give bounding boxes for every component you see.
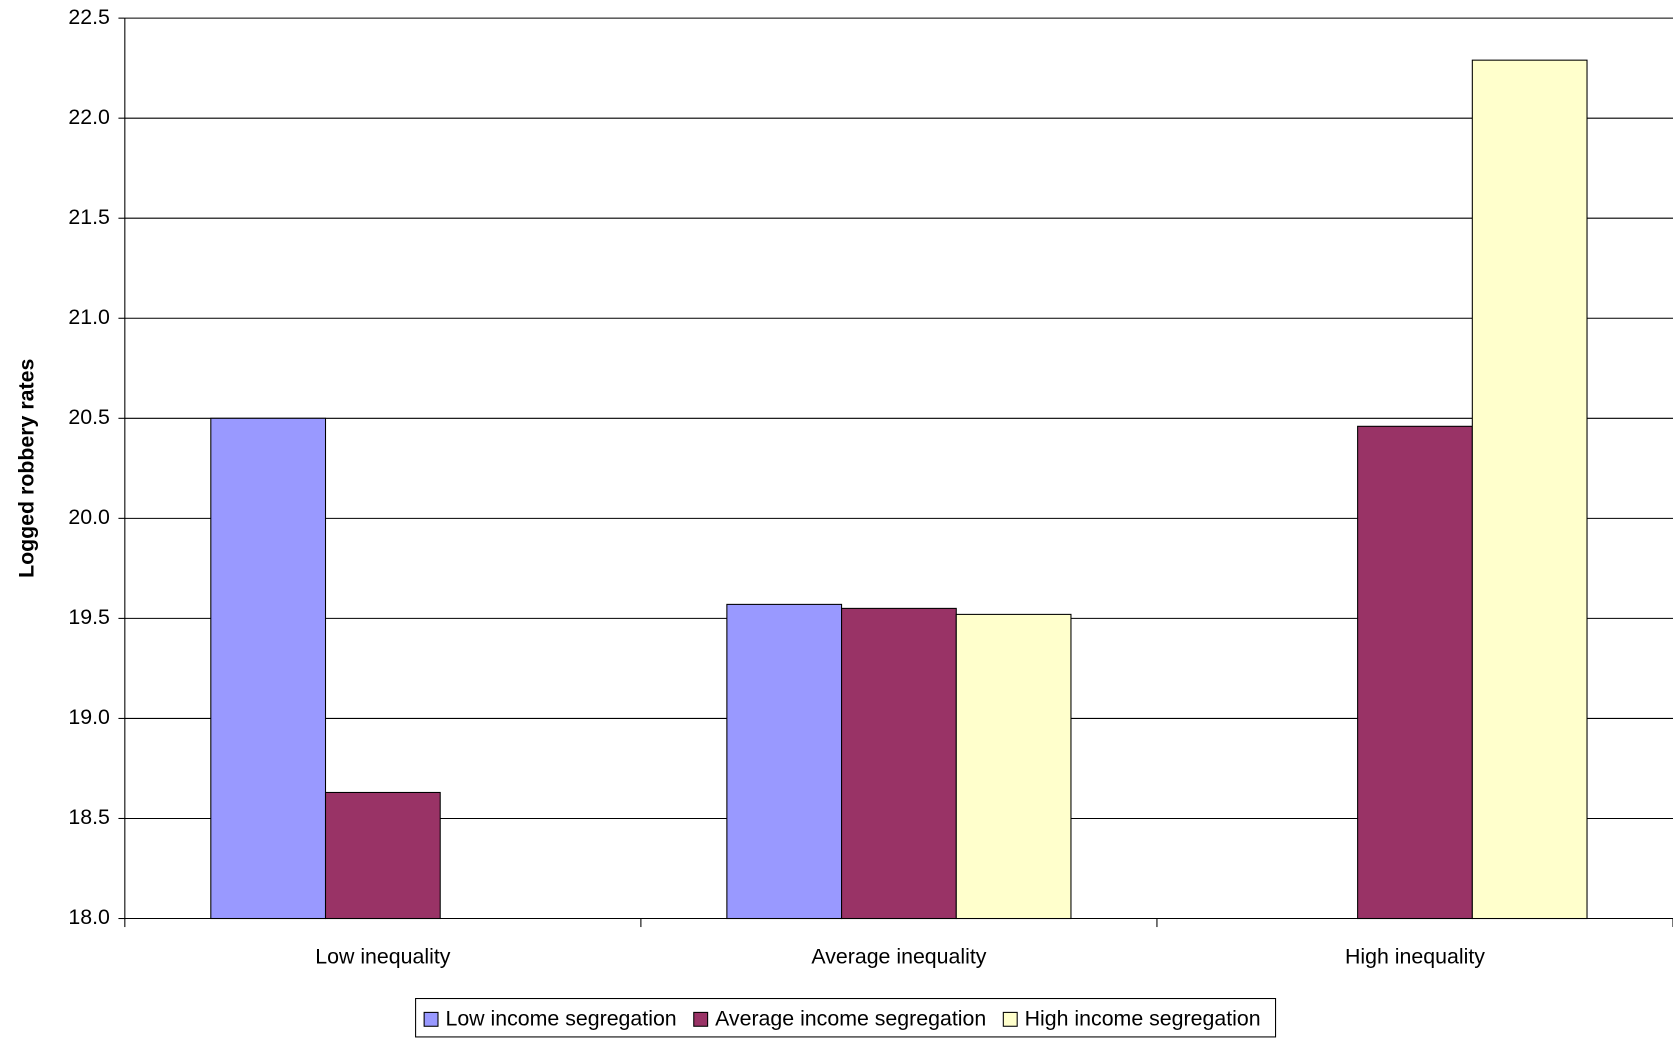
y-tick-label: 22.5 — [68, 5, 110, 29]
bar — [726, 603, 843, 920]
legend-swatch — [423, 1011, 439, 1027]
y-tick-label: 20.5 — [68, 405, 110, 429]
bar — [324, 791, 441, 920]
bar — [1357, 425, 1473, 920]
x-tick-label: High inequality — [1345, 945, 1485, 969]
legend-label: Average income segregation — [715, 1007, 986, 1031]
y-tick-label: 18.0 — [68, 905, 110, 929]
y-axis-label: Logged robbery rates — [14, 359, 38, 578]
x-tick-label: Low inequality — [315, 945, 451, 969]
legend-label: High income segregation — [1025, 1007, 1261, 1031]
legend-swatch — [693, 1011, 709, 1027]
legend-swatch — [1002, 1011, 1018, 1027]
legend-label: Low income segregation — [445, 1007, 676, 1031]
bar — [841, 607, 957, 920]
y-tick-label: 19.5 — [68, 605, 110, 629]
bar — [210, 417, 327, 920]
y-tick-label: 20.0 — [68, 505, 110, 529]
y-tick-label: 22.0 — [68, 105, 110, 129]
y-tick-label: 19.0 — [68, 705, 110, 729]
bar — [1471, 59, 1588, 920]
legend-box — [415, 997, 1277, 1038]
x-tick-label: Average inequality — [811, 945, 986, 969]
bar — [955, 613, 1072, 920]
y-tick-label: 21.5 — [68, 205, 110, 229]
y-tick-label: 21.0 — [68, 305, 110, 329]
y-tick-label: 18.5 — [68, 805, 110, 829]
